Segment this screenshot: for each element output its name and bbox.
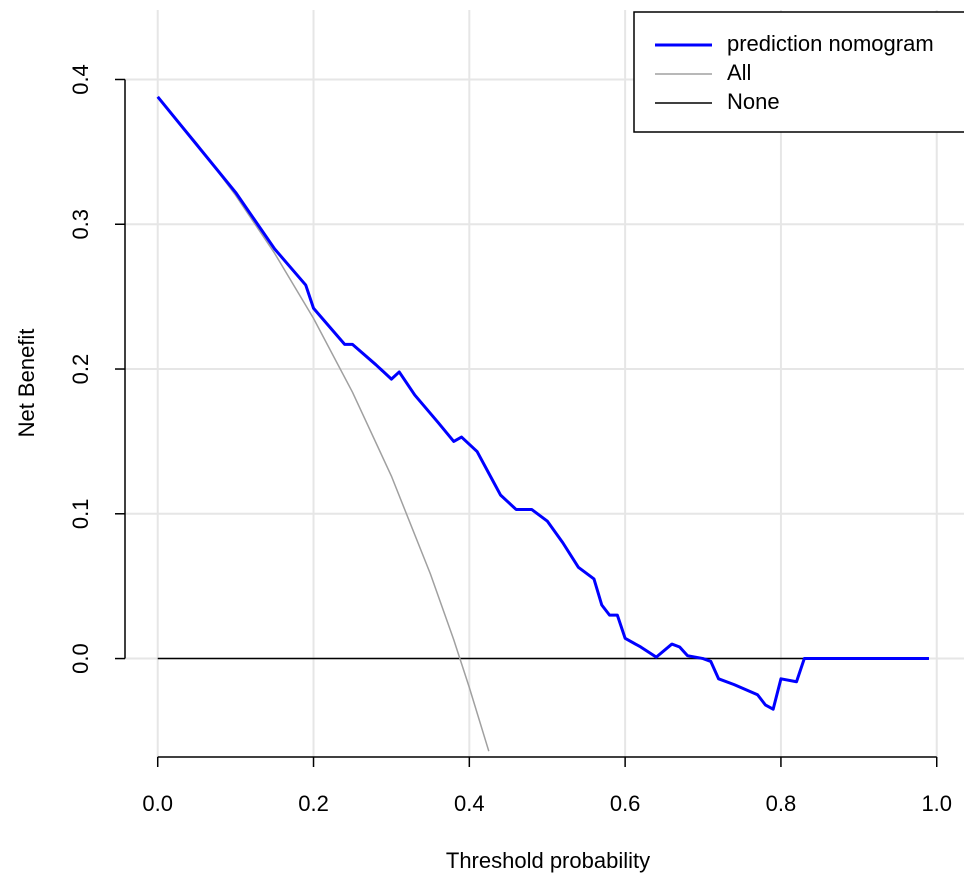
y-tick-label: 0.2 xyxy=(68,354,93,385)
x-axis-label: Threshold probability xyxy=(446,848,650,873)
x-tick-label: 0.6 xyxy=(610,791,641,816)
x-tick-label: 1.0 xyxy=(921,791,952,816)
legend-label: prediction nomogram xyxy=(727,31,934,56)
y-tick-label: 0.4 xyxy=(68,64,93,95)
x-tick-label: 0.4 xyxy=(454,791,485,816)
x-tick-label: 0.2 xyxy=(298,791,329,816)
plot-area xyxy=(156,95,929,752)
y-axis-label: Net Benefit xyxy=(14,329,39,438)
x-tick-label: 0.8 xyxy=(766,791,797,816)
x-tick-label: 0.0 xyxy=(142,791,173,816)
y-tick-label: 0.0 xyxy=(68,643,93,674)
legend-label: None xyxy=(727,89,780,114)
y-tick-label: 0.3 xyxy=(68,209,93,240)
line-series xyxy=(156,95,929,711)
y-tick-label: 0.1 xyxy=(68,498,93,529)
legend-box xyxy=(633,11,964,133)
legend-label: All xyxy=(727,60,751,85)
